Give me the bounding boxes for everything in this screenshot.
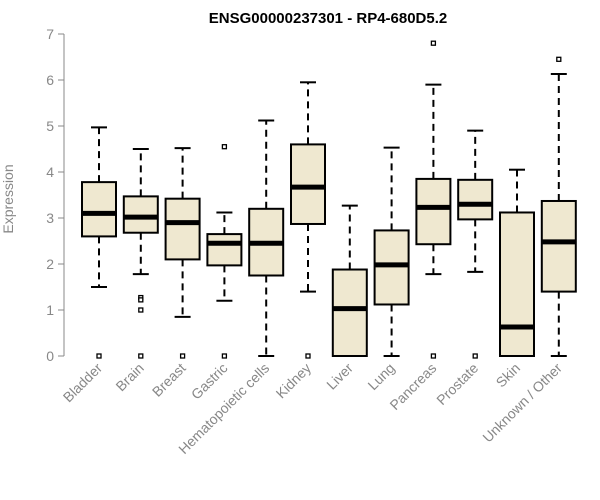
box-iqr (415, 177, 452, 246)
box-iqr (206, 233, 243, 267)
x-category-label: Lung (364, 360, 397, 393)
outlier-point (556, 56, 562, 62)
y-tick-label: 6 (46, 72, 54, 88)
box-gastric (206, 144, 243, 359)
box-unknown-other (540, 56, 577, 357)
x-category-label: Liver (323, 360, 356, 393)
x-category-label: Skin (493, 360, 524, 391)
box-iqr (122, 195, 159, 234)
x-category-label: Brain (112, 360, 146, 394)
outlier-point (430, 40, 437, 46)
outlier-point (138, 353, 144, 359)
box-breast (164, 147, 201, 359)
y-tick-label: 0 (46, 348, 54, 364)
x-category-label: Breast (149, 360, 189, 400)
box-iqr (331, 268, 368, 357)
box-bladder (81, 126, 117, 359)
y-tick-label: 4 (46, 164, 54, 180)
box-liver (331, 204, 368, 357)
box-iqr (457, 178, 494, 221)
box-iqr (81, 181, 117, 238)
x-category-label: Kidney (273, 360, 315, 402)
outlier-point (472, 353, 478, 359)
box-iqr (290, 143, 326, 225)
box-hematopoietic-cells (248, 119, 285, 357)
x-category-label: Bladder (60, 360, 106, 406)
box-iqr (540, 199, 577, 293)
outlier-point (179, 353, 186, 359)
box-prostate (457, 129, 494, 359)
x-category-label: Unknown / Other (479, 360, 565, 446)
outlier-point (138, 297, 144, 303)
boxes-group (81, 40, 577, 359)
y-tick-label: 1 (46, 302, 54, 318)
x-category-label: Prostate (433, 360, 481, 408)
outlier-point (138, 307, 144, 313)
box-kidney (290, 81, 326, 359)
box-pancreas (415, 40, 452, 359)
box-iqr (499, 211, 535, 357)
y-axis: 0 1 2 3 4 5 6 7 (46, 26, 65, 364)
chart-title: ENSG00000237301 - RP4-680D5.2 (209, 10, 448, 27)
box-lung (373, 146, 410, 357)
y-tick-label: 2 (46, 256, 54, 272)
outlier-point (305, 353, 311, 359)
outlier-point (221, 144, 228, 150)
outlier-point (221, 353, 228, 359)
y-tick-label: 5 (46, 118, 54, 134)
box-skin (499, 168, 535, 357)
outlier-point (430, 353, 437, 359)
box-brain (122, 148, 159, 359)
y-axis-label: Expression (0, 164, 16, 233)
y-tick-label: 7 (46, 26, 54, 42)
box-iqr (373, 229, 410, 306)
box-iqr (164, 197, 201, 261)
y-tick-label: 3 (46, 210, 54, 226)
outlier-point (96, 353, 102, 359)
